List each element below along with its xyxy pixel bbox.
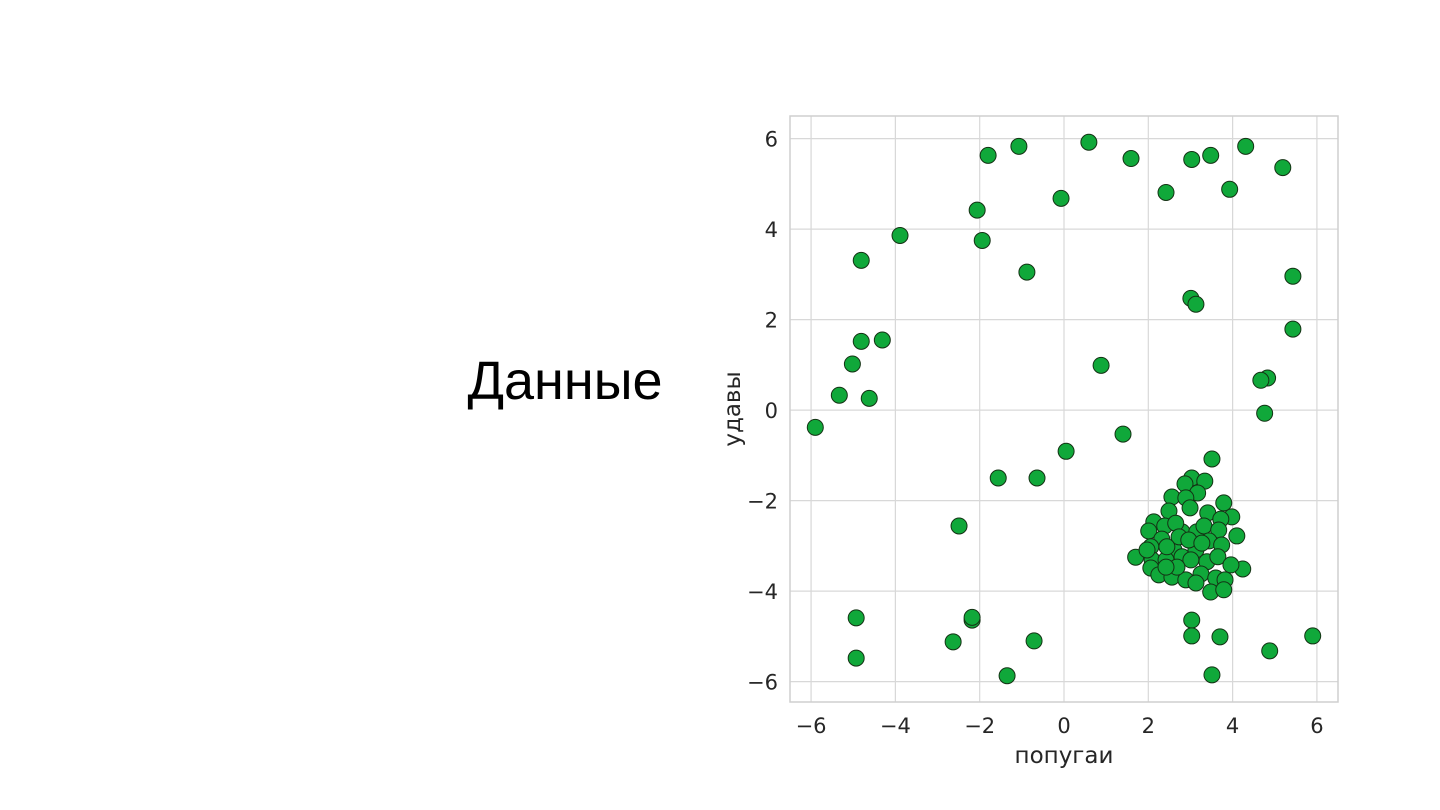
data-point xyxy=(852,332,870,350)
data-point xyxy=(1256,404,1274,422)
data-point xyxy=(1183,150,1201,168)
x-tick-label: 6 xyxy=(1310,714,1323,738)
data-point xyxy=(1228,527,1246,545)
data-point xyxy=(1183,611,1201,629)
data-point xyxy=(1187,574,1205,592)
data-point xyxy=(998,667,1016,685)
tick-labels: −6 −4 −2 0 2 4 6 −6 −4 −2 0 2 4 6 xyxy=(747,128,1324,738)
data-point xyxy=(1057,442,1075,460)
data-point xyxy=(1181,499,1199,517)
data-point xyxy=(1018,263,1036,281)
data-point xyxy=(1202,146,1220,164)
data-point xyxy=(1274,159,1292,177)
data-point xyxy=(968,201,986,219)
data-point xyxy=(1261,642,1279,660)
slide-title: Данные xyxy=(467,351,663,411)
data-point xyxy=(1304,627,1322,645)
data-point xyxy=(891,226,909,244)
data-point xyxy=(873,331,891,349)
y-tick-label: 2 xyxy=(765,309,778,333)
data-points xyxy=(806,133,1322,685)
x-tick-label: −6 xyxy=(796,714,827,738)
y-tick-label: 4 xyxy=(765,218,778,242)
data-point xyxy=(979,146,997,164)
y-axis-label: удавы xyxy=(720,371,746,446)
data-point xyxy=(847,649,865,667)
data-point xyxy=(973,231,991,249)
data-point xyxy=(1252,371,1270,389)
y-tick-label: −2 xyxy=(747,490,778,514)
data-point xyxy=(1209,548,1227,566)
y-tick-label: −6 xyxy=(747,671,778,695)
data-point xyxy=(1182,551,1200,569)
data-point xyxy=(1203,666,1221,684)
data-point xyxy=(1052,189,1070,207)
data-point xyxy=(847,609,865,627)
data-point xyxy=(860,389,878,407)
data-point xyxy=(950,517,968,535)
data-point xyxy=(1211,628,1229,646)
y-tick-label: −4 xyxy=(747,580,778,604)
data-point xyxy=(944,633,962,651)
data-point xyxy=(1157,558,1175,576)
data-point xyxy=(1193,534,1211,552)
plot-frame xyxy=(789,115,1339,703)
data-point xyxy=(989,469,1007,487)
data-point xyxy=(1203,450,1221,468)
data-point xyxy=(1122,150,1140,168)
data-point xyxy=(1025,632,1043,650)
data-point xyxy=(1187,295,1205,313)
x-tick-label: 0 xyxy=(1057,714,1070,738)
data-point xyxy=(1138,541,1156,559)
data-point xyxy=(1195,517,1213,535)
x-tick-label: 4 xyxy=(1226,714,1239,738)
data-point xyxy=(806,418,824,436)
data-point xyxy=(1215,494,1233,512)
data-point xyxy=(843,355,861,373)
data-point xyxy=(1215,581,1233,599)
x-tick-label: 2 xyxy=(1142,714,1155,738)
data-point xyxy=(963,608,981,626)
data-point xyxy=(1080,133,1098,151)
data-point xyxy=(1237,137,1255,155)
data-point xyxy=(852,251,870,269)
y-tick-label: 0 xyxy=(765,399,778,423)
data-point xyxy=(1010,137,1028,155)
data-point xyxy=(1114,425,1132,443)
data-point xyxy=(1092,356,1110,374)
data-point xyxy=(1284,267,1302,285)
data-point xyxy=(1028,469,1046,487)
data-point xyxy=(1222,556,1240,574)
data-point xyxy=(1221,180,1239,198)
data-point xyxy=(1158,538,1176,556)
y-tick-label: 6 xyxy=(765,128,778,152)
x-tick-label: −4 xyxy=(880,714,911,738)
data-point xyxy=(1183,627,1201,645)
data-point xyxy=(1284,320,1302,338)
data-point xyxy=(830,386,848,404)
x-axis-label: попугаи xyxy=(1015,743,1114,769)
data-point xyxy=(1157,183,1175,201)
x-tick-label: −2 xyxy=(964,714,995,738)
